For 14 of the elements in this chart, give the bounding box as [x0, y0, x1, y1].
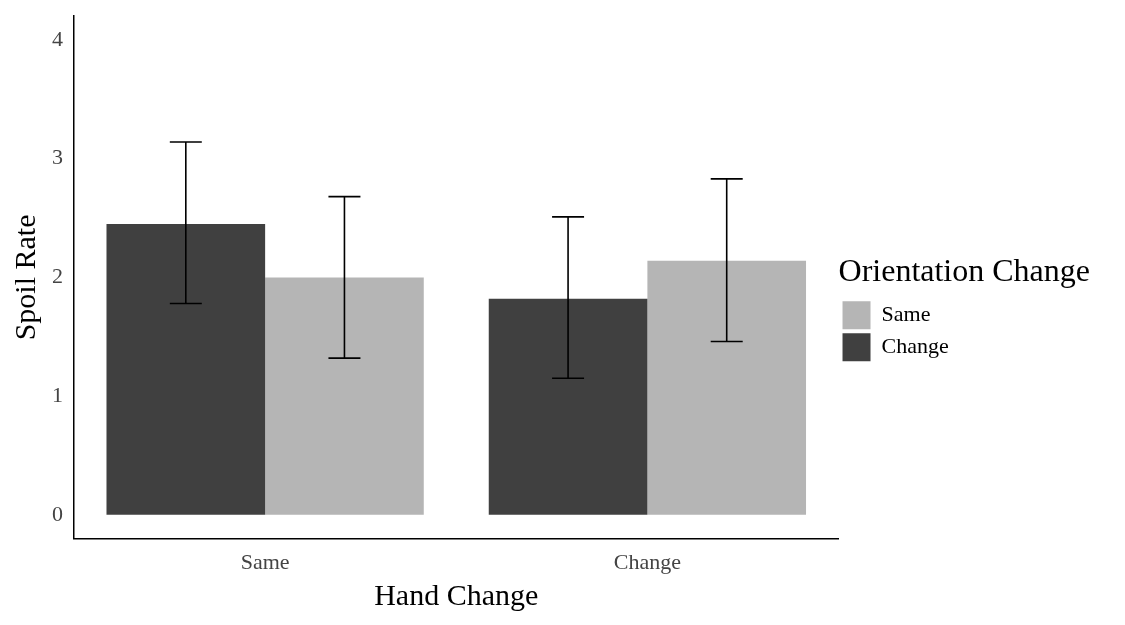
y-tick-label: 0: [52, 500, 63, 526]
legend-title: Orientation Change: [838, 252, 1090, 289]
y-tick-label: 3: [52, 144, 63, 170]
bar: [647, 260, 807, 515]
bar: [265, 277, 424, 515]
y-tick-label: 4: [52, 25, 63, 51]
legend-label: Same: [881, 300, 931, 326]
bar: [106, 223, 266, 515]
y-axis-title: Spoil Rate: [7, 214, 41, 341]
x-axis-title: Hand Change: [374, 577, 539, 611]
legend-label: Change: [881, 332, 949, 358]
y-tick-label: 2: [52, 263, 63, 289]
bar: [488, 298, 648, 515]
y-tick-label: 1: [52, 381, 63, 407]
